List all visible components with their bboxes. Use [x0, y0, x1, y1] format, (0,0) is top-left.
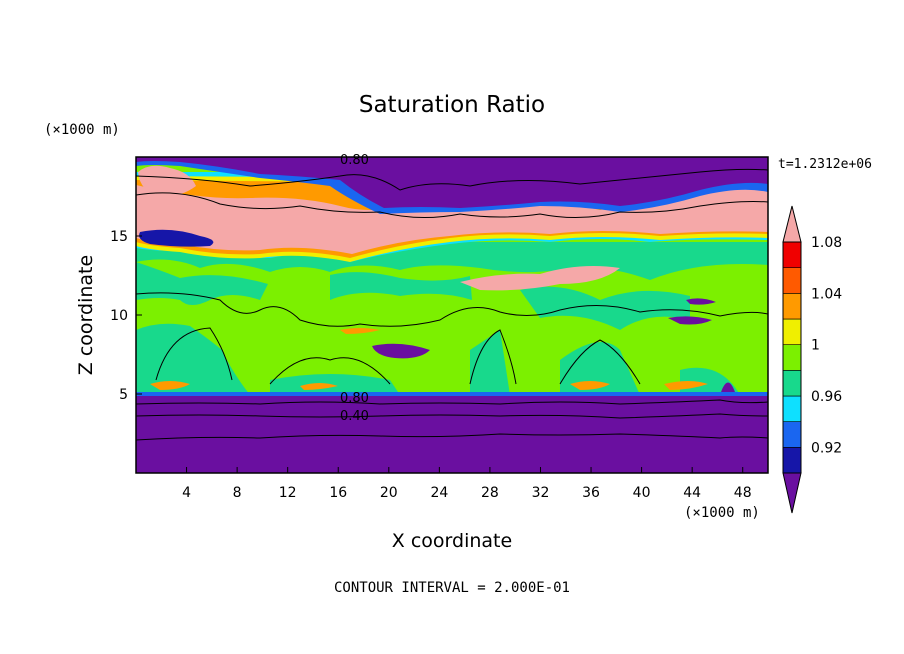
- x-axis-ticks: 4 8 12 16 20 24 28 32 36 40 44 48: [182, 467, 752, 501]
- colorbar-min-triangle: [782, 472, 802, 514]
- x-tick-label: 32: [532, 485, 550, 501]
- y-tick-label: 5: [119, 387, 128, 403]
- blue-patch-left: [139, 229, 214, 247]
- pink-band-upper: [136, 185, 768, 254]
- colorbar-frame: [782, 241, 802, 474]
- colorbar-box: [782, 370, 802, 397]
- colorbar-box: [782, 318, 802, 345]
- teal-region-mid: [330, 272, 690, 330]
- contour-field: [136, 157, 768, 473]
- colorbar-box: [782, 344, 802, 371]
- x-tick-label: 12: [279, 485, 297, 501]
- colorbar-box: [782, 241, 802, 268]
- colorbar-label: 0.92: [811, 440, 842, 456]
- contour-label-lower: 0.80: [340, 391, 369, 406]
- purple-patch-mid: [372, 298, 716, 359]
- x-tick-label: 28: [481, 485, 499, 501]
- contour-line-080-lower: [136, 399, 768, 405]
- colorbar-box: [782, 395, 802, 422]
- contour-line-bottom: [136, 433, 768, 441]
- contour-line-upper: [136, 168, 768, 191]
- x-tick-label: 40: [633, 485, 651, 501]
- contour-line-top: [136, 192, 768, 219]
- colorbar-label: 1: [811, 338, 820, 354]
- x-tick-label: 20: [380, 485, 398, 501]
- y-axis-label: Z coordinate: [75, 255, 97, 375]
- colorbar-box: [782, 267, 802, 294]
- pink-patch-mid: [460, 266, 620, 291]
- contour-line-mid-b: [155, 327, 233, 381]
- y-axis-ticks: 5 10 15: [110, 229, 142, 403]
- contour-line-040: [136, 413, 768, 419]
- chart-title: Saturation Ratio: [359, 92, 545, 118]
- colorbar-max-triangle: [782, 205, 802, 243]
- x-tick-label: 24: [430, 485, 448, 501]
- colorbar-box: [782, 421, 802, 448]
- x-tick-label: 44: [683, 485, 701, 501]
- colorbar-label: 0.96: [811, 389, 842, 405]
- x-tick-label: 48: [734, 485, 752, 501]
- contour-line-mid-e: [559, 339, 641, 385]
- x-tick-label: 4: [182, 485, 191, 501]
- contour-line-mid-c: [269, 357, 391, 385]
- contour-lines: [136, 168, 768, 441]
- purple-lower-layer: [136, 395, 768, 473]
- time-label: t=1.2312e+06: [778, 157, 872, 172]
- purple-bump: [720, 382, 736, 395]
- colorbar-label: 1.04: [811, 286, 842, 302]
- x-axis-label: X coordinate: [392, 530, 512, 552]
- purple-upper-layer: [136, 157, 768, 208]
- colorbar-box: [782, 293, 802, 320]
- teal-region-upper: [136, 242, 768, 305]
- contour-label-top: 0.80: [340, 153, 369, 168]
- x-axis-unit: (×1000 m): [684, 505, 760, 521]
- contour-line-mid-a: [136, 292, 768, 327]
- contour-label-040: 0.40: [340, 409, 369, 424]
- colorbar-box: [782, 447, 802, 474]
- y-tick-label: 10: [110, 308, 128, 324]
- teal-region-lower: [136, 323, 740, 395]
- y-axis-unit: (×1000 m): [44, 122, 120, 138]
- contour-interval-footer: CONTOUR INTERVAL = 2.000E-01: [334, 580, 570, 596]
- x-tick-label: 36: [582, 485, 600, 501]
- contour-line-mid-d: [469, 329, 517, 385]
- pink-patch-topleft: [138, 165, 196, 197]
- y-tick-label: 15: [110, 229, 128, 245]
- x-tick-label: 8: [233, 485, 242, 501]
- colorbar-label: 1.08: [811, 235, 842, 251]
- blue-boundary-lower: [136, 392, 768, 396]
- x-tick-label: 16: [329, 485, 347, 501]
- colorbar: 0.92 0.96 1 1.04 1.08: [782, 205, 842, 514]
